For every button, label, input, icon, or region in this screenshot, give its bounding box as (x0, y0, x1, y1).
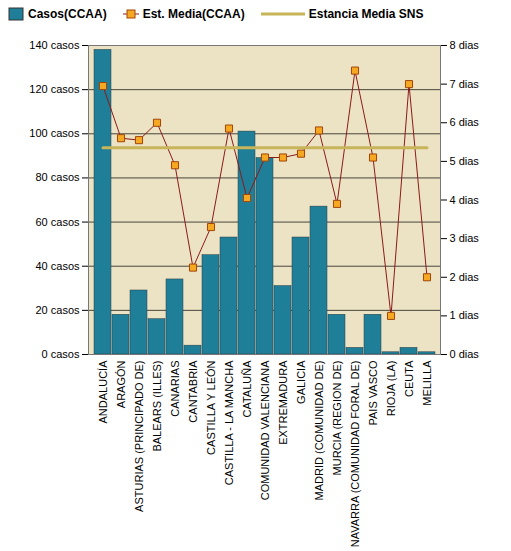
svg-text:2 dias: 2 dias (450, 271, 480, 283)
svg-text:MELILLA: MELILLA (421, 360, 433, 406)
svg-text:ANDALUCÍA: ANDALUCÍA (97, 360, 109, 424)
svg-text:RIOJA (LA): RIOJA (LA) (385, 361, 397, 417)
svg-text:ARAGÓN: ARAGÓN (115, 360, 127, 408)
svg-text:40 casos: 40 casos (35, 260, 80, 272)
svg-text:CATALUÑA: CATALUÑA (241, 360, 253, 418)
svg-text:CASTILLA Y LEÓN: CASTILLA Y LEÓN (205, 360, 217, 454)
html-text:Est. Media(CCAA): Est. Media(CCAA) (142, 7, 245, 21)
svg-text:120 casos: 120 casos (29, 83, 80, 95)
svg-text:CASTILLA - LA MANCHA: CASTILLA - LA MANCHA (223, 360, 235, 485)
svg-text:1 dias: 1 dias (450, 309, 480, 321)
svg-text:EXTREMADURA: EXTREMADURA (277, 360, 289, 445)
svg-text:0 casos: 0 casos (42, 348, 80, 360)
svg-text:4 dias: 4 dias (450, 194, 480, 206)
svg-text:MADRID (COMUNIDAD DE): MADRID (COMUNIDAD DE) (313, 361, 325, 501)
svg-text:CANTABRIA: CANTABRIA (187, 360, 199, 423)
svg-text:7 dias: 7 dias (450, 78, 480, 90)
svg-text:NAVARRA (COMUNIDAD FORAL DE): NAVARRA (COMUNIDAD FORAL DE) (349, 361, 361, 548)
svg-text:80 casos: 80 casos (35, 171, 80, 183)
svg-text:ASTURIAS (PRINCIPADO DE): ASTURIAS (PRINCIPADO DE) (133, 361, 145, 512)
svg-text:BALEARS (ILLES): BALEARS (ILLES) (151, 361, 163, 452)
svg-text:COMUNIDAD VALENCIANA: COMUNIDAD VALENCIANA (259, 360, 271, 500)
svg-text:60 casos: 60 casos (35, 216, 80, 228)
svg-text:0 dias: 0 dias (450, 348, 480, 360)
svg-text:CANARIAS: CANARIAS (169, 361, 181, 417)
svg-text:6 dias: 6 dias (450, 116, 480, 128)
svg-text:140 casos: 140 casos (29, 39, 80, 51)
svg-text:PAIS VASCO: PAIS VASCO (367, 360, 379, 425)
html-text:Estancia Media SNS: Estancia Media SNS (308, 7, 424, 21)
svg-text:MURCIA (REGION DE): MURCIA (REGION DE) (331, 361, 343, 476)
html-text:Casos(CCAA): Casos(CCAA) (28, 7, 107, 21)
svg-text:5 dias: 5 dias (450, 155, 480, 167)
svg-text:20 casos: 20 casos (35, 304, 80, 316)
svg-text:CEUTA: CEUTA (403, 360, 415, 397)
svg-text:3 dias: 3 dias (450, 232, 480, 244)
svg-text:100 casos: 100 casos (29, 127, 80, 139)
svg-text:8 dias: 8 dias (450, 39, 480, 51)
svg-text:GALICIA: GALICIA (295, 360, 307, 404)
